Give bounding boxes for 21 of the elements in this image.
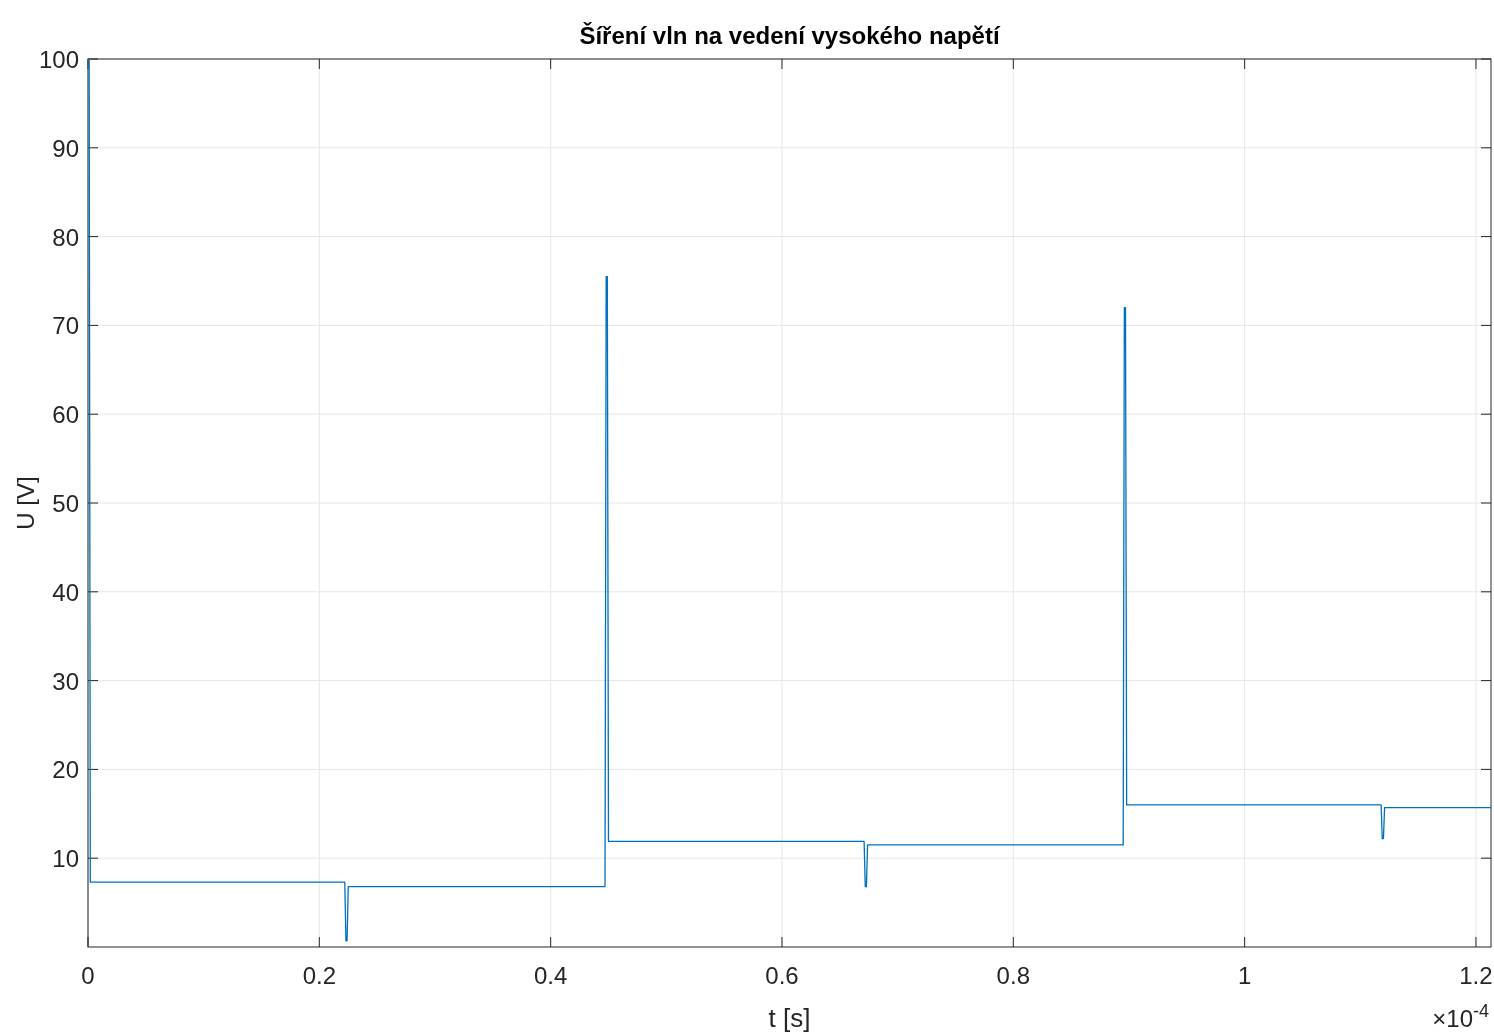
y-tick-label: 30 xyxy=(52,667,79,695)
y-tick-label: 40 xyxy=(52,578,79,606)
y-tick-label: 70 xyxy=(52,312,79,340)
x-tick-label: 0.8 xyxy=(996,962,1030,989)
y-axis-title: U [V] xyxy=(12,476,39,530)
text: ×10$^{-4}$ xyxy=(1432,1001,1489,1032)
y-tick-label: 90 xyxy=(52,134,79,162)
x-tick-label: 1 xyxy=(1237,962,1252,989)
y-tick-label: 80 xyxy=(52,223,79,251)
chart-title: Šíření vln na vedení vysokého napětí xyxy=(579,22,1001,49)
y-tick-label: 20 xyxy=(52,756,79,784)
x-tick-label: 0.4 xyxy=(533,962,568,989)
x-tick-label: 1.2 xyxy=(1459,962,1493,989)
x-axis-title: t [s] xyxy=(768,1003,811,1033)
x-tick-label: 0.2 xyxy=(302,962,337,989)
x-tick-label: 0.6 xyxy=(765,962,799,989)
y-tick-label: 10 xyxy=(52,845,79,873)
y-tick-label: 100 xyxy=(38,46,79,73)
y-tick-label: 50 xyxy=(52,490,79,517)
y-tick-label: 60 xyxy=(52,401,79,429)
x-tick-label: 0 xyxy=(81,962,95,989)
